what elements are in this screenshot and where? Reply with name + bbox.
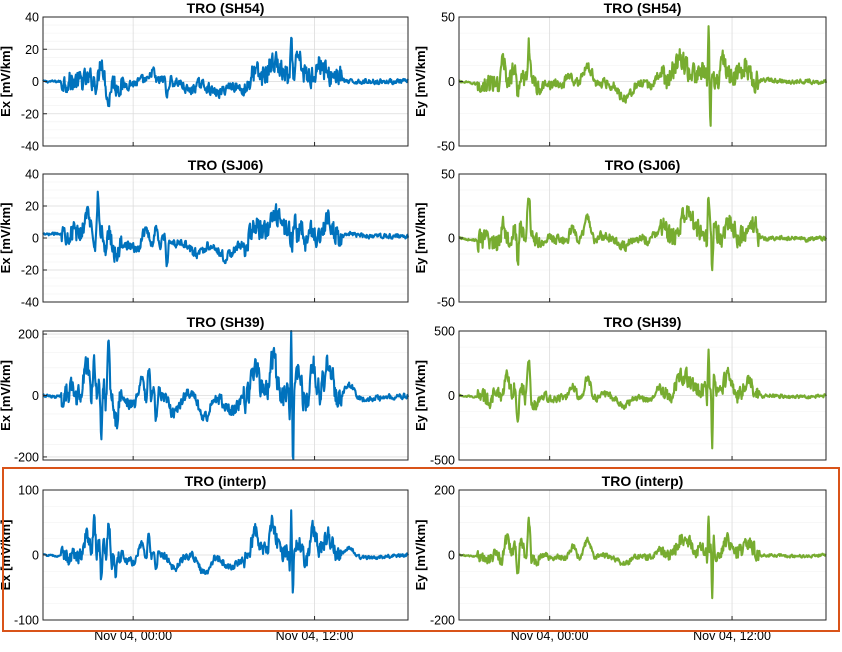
series-line-ey-4	[458, 515, 827, 600]
y-tick-label: -20	[21, 107, 39, 121]
panel-title: TRO (SJ06)	[605, 157, 680, 173]
y-tick-label: -50	[437, 296, 455, 310]
y-tick-label: 0	[448, 75, 455, 89]
x-tick-label: Nov 04, 12:00	[276, 629, 354, 643]
y-tick-label: -100	[14, 614, 39, 628]
series-line-ey-3	[458, 348, 827, 450]
series-line-ex-2	[42, 190, 410, 268]
y-tick-label: 200	[18, 328, 39, 342]
y-axis-label: Ex [mV/km]	[0, 46, 13, 117]
y-axis-label: Ex [mV/km]	[0, 360, 13, 431]
y-axis-label: Ey [mV/km]	[413, 46, 428, 117]
y-tick-label: -500	[430, 454, 455, 468]
y-tick-label: -40	[21, 140, 39, 154]
x-tick-label: Nov 04, 00:00	[94, 629, 172, 643]
y-tick-label: 100	[18, 484, 39, 498]
panel-ex-2: -40 -20 0 20 40 TRO (SJ06) Ex [mV/km]	[0, 157, 410, 310]
y-tick-label: 0	[32, 75, 39, 89]
series-line-ey-1	[458, 25, 828, 127]
y-axis-label: Ey [mV/km]	[413, 203, 428, 274]
y-tick-label: 0	[448, 549, 455, 563]
panel-ey-2: -50 0 50 TRO (SJ06) Ey [mV/km]	[413, 157, 828, 310]
series-line-ey-2	[458, 196, 828, 272]
y-tick-label: -200	[430, 614, 455, 628]
panel-ex-3: -200 0 200 TRO (SH39) Ex [mV/km]	[0, 314, 410, 464]
y-tick-label: 0	[32, 232, 39, 246]
y-tick-label: 500	[434, 325, 455, 339]
y-tick-label: -20	[21, 264, 39, 278]
y-tick-label: 0	[32, 549, 39, 563]
y-tick-label: 40	[25, 11, 39, 25]
y-axis-label: Ex [mV/km]	[0, 203, 13, 274]
y-tick-label: 0	[32, 389, 39, 403]
panel-title: TRO (SH39)	[187, 314, 265, 330]
y-tick-label: 50	[441, 11, 455, 25]
y-axis-label: Ey [mV/km]	[413, 520, 428, 591]
panel-title: TRO (interp)	[185, 473, 267, 489]
y-axis-label: Ex [mV/km]	[0, 520, 13, 591]
y-tick-label: 20	[25, 200, 39, 214]
x-tick-label: Nov 04, 00:00	[511, 629, 589, 643]
y-tick-label: -200	[14, 450, 39, 464]
panel-ey-1: -50 0 50 TRO (SH54) Ey [mV/km]	[413, 0, 828, 154]
series-line-ex-3	[42, 329, 410, 461]
y-tick-label: 20	[25, 43, 39, 57]
y-tick-label: 0	[448, 232, 455, 246]
panel-title: TRO (SJ06)	[188, 157, 263, 173]
y-tick-label: -40	[21, 296, 39, 310]
series-line-ex-1	[42, 36, 409, 108]
y-tick-label: 40	[25, 168, 39, 182]
y-axis-label: Ey [mV/km]	[413, 360, 428, 431]
y-tick-label: 200	[434, 484, 455, 498]
panel-ey-3: -500 0 500 TRO (SH39) Ey [mV/km]	[413, 314, 827, 468]
panel-title: TRO (SH54)	[604, 0, 682, 16]
interp-highlight-frame	[2, 467, 840, 632]
panel-title: TRO (interp)	[602, 473, 684, 489]
series-line-ex-4	[42, 509, 409, 594]
panel-title: TRO (SH39)	[604, 314, 682, 330]
panel-ex-4: -100 0 100 TRO (interp) Ex [mV/km] Nov 04, 00…	[0, 473, 409, 643]
panel-ex-1: -40 -20 0 20 40 TRO (SH54) Ex [mV/km]	[0, 0, 409, 154]
y-tick-label: 0	[448, 389, 455, 403]
panel-ey-4: -200 0 200 TRO (interp) Ey [mV/km] Nov 04, 00…	[413, 473, 827, 643]
y-tick-label: -50	[437, 140, 455, 154]
x-tick-label: Nov 04, 12:00	[693, 629, 771, 643]
panel-title: TRO (SH54)	[187, 0, 265, 16]
y-tick-label: 50	[441, 168, 455, 182]
